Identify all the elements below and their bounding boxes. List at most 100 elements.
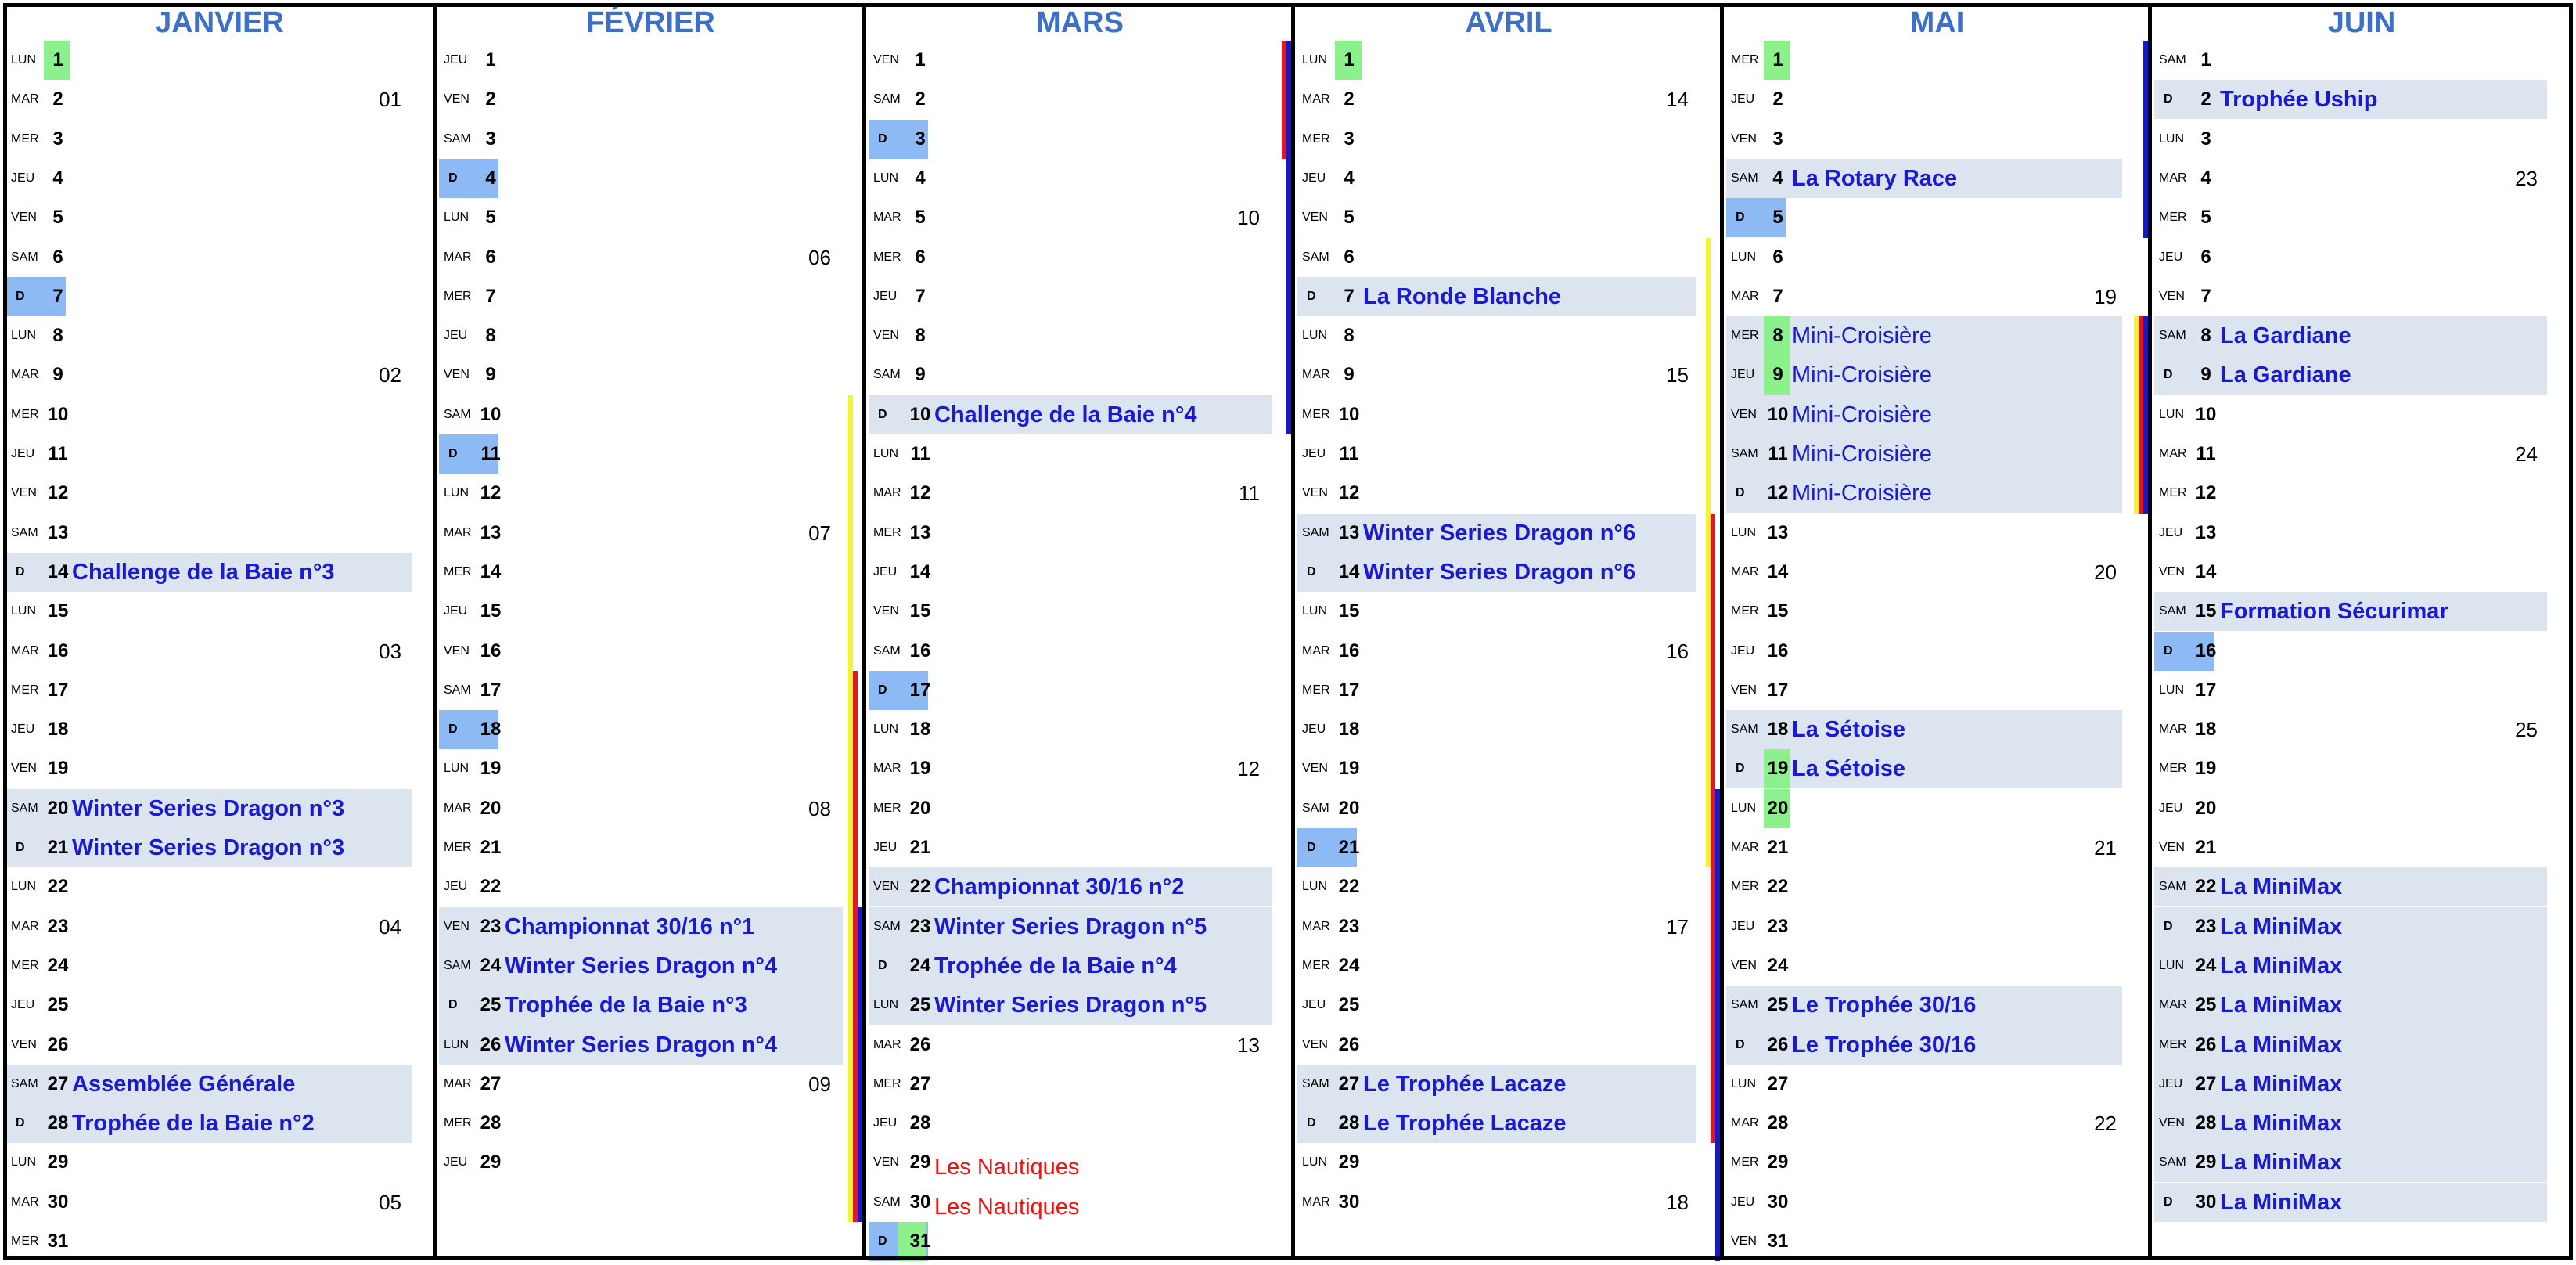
event-label[interactable]: La Ronde Blanche bbox=[1363, 283, 1561, 309]
day-row[interactable]: VEN 31 bbox=[1723, 1222, 2151, 1261]
event-label[interactable]: Winter Series Dragon n°5 bbox=[934, 993, 1207, 1018]
day-row[interactable]: D 2 Trophée Uship bbox=[2151, 80, 2572, 120]
day-row[interactable]: MER 8 Mini-Croisière bbox=[1723, 316, 2151, 356]
event-label[interactable]: Winter Series Dragon n°3 bbox=[72, 835, 345, 860]
day-row[interactable]: LUN 5 bbox=[436, 198, 865, 237]
day-row[interactable]: MAR 7 19 bbox=[1723, 277, 2151, 316]
day-row[interactable]: VEN 26 bbox=[3, 1025, 436, 1065]
day-row[interactable]: VEN 28 La MiniMax bbox=[2151, 1104, 2572, 1144]
day-row[interactable]: VEN 24 bbox=[1723, 946, 2151, 986]
day-row[interactable]: MAR 21 21 bbox=[1723, 828, 2151, 867]
day-row[interactable]: LUN 29 bbox=[1294, 1143, 1723, 1182]
day-row[interactable]: MER 13 bbox=[865, 514, 1294, 553]
day-row[interactable]: VEN 8 bbox=[865, 316, 1294, 355]
day-row[interactable]: D 11 bbox=[436, 434, 865, 474]
event-label[interactable]: Le Trophée Lacaze bbox=[1363, 1111, 1567, 1137]
day-row[interactable]: MER 17 bbox=[3, 671, 436, 710]
day-row[interactable]: SAM 3 bbox=[436, 120, 865, 159]
day-row[interactable]: MAR 28 22 bbox=[1723, 1104, 2151, 1143]
day-row[interactable]: LUN 29 bbox=[3, 1143, 436, 1182]
day-row[interactable]: MER 22 bbox=[1723, 867, 2151, 906]
event-label[interactable]: Mini-Croisière bbox=[1792, 481, 1932, 506]
event-label[interactable]: Trophée de la Baie n°3 bbox=[505, 993, 747, 1018]
day-row[interactable]: MER 21 bbox=[436, 828, 865, 867]
day-row[interactable]: SAM 15 Formation Sécurimar bbox=[2151, 592, 2572, 632]
day-row[interactable]: MAR 2 14 bbox=[1294, 80, 1723, 119]
event-label-alt[interactable]: Les Nautiques bbox=[934, 1155, 1080, 1180]
day-row[interactable]: LUN 13 bbox=[1723, 514, 2151, 553]
day-row[interactable]: MER 27 bbox=[865, 1065, 1294, 1104]
day-row[interactable]: LUN 10 bbox=[2151, 395, 2572, 434]
day-row[interactable]: D 9 La Gardiane bbox=[2151, 355, 2572, 395]
day-row[interactable]: MAR 16 03 bbox=[3, 632, 436, 671]
event-label[interactable]: Mini-Croisière bbox=[1792, 402, 1932, 427]
day-row[interactable]: VEN 1 bbox=[865, 41, 1294, 80]
day-row[interactable]: SAM 8 La Gardiane bbox=[2151, 316, 2572, 356]
event-label[interactable]: La Rotary Race bbox=[1792, 165, 1958, 191]
event-label[interactable]: Winter Series Dragon n°4 bbox=[505, 1032, 778, 1058]
day-row[interactable]: LUN 22 bbox=[1294, 867, 1723, 906]
day-row[interactable]: MER 7 bbox=[436, 277, 865, 316]
event-label[interactable]: La MiniMax bbox=[2220, 914, 2343, 939]
day-row[interactable]: LUN 8 bbox=[3, 316, 436, 355]
day-row[interactable]: MAR 27 09 bbox=[436, 1065, 865, 1104]
day-row[interactable]: JEU 25 bbox=[1294, 986, 1723, 1025]
day-row[interactable]: VEN 7 bbox=[2151, 277, 2572, 316]
day-row[interactable]: SAM 6 bbox=[1294, 238, 1723, 277]
day-row[interactable]: SAM 23 Winter Series Dragon n°5 bbox=[865, 906, 1294, 946]
event-label[interactable]: Championnat 30/16 n°2 bbox=[934, 874, 1185, 900]
event-label[interactable]: Mini-Croisière bbox=[1792, 441, 1932, 467]
day-row[interactable]: D 28 Le Trophée Lacaze bbox=[1294, 1104, 1723, 1144]
day-row[interactable]: MAR 4 23 bbox=[2151, 159, 2572, 198]
event-label[interactable]: Formation Sécurimar bbox=[2220, 599, 2448, 625]
day-row[interactable]: MER 28 bbox=[436, 1104, 865, 1143]
day-row[interactable]: SAM 13 Winter Series Dragon n°6 bbox=[1294, 513, 1723, 553]
event-label[interactable]: Mini-Croisière bbox=[1792, 362, 1932, 388]
day-row[interactable]: D 16 bbox=[2151, 631, 2572, 671]
event-label[interactable]: Trophée de la Baie n°4 bbox=[934, 953, 1177, 978]
day-row[interactable]: JEU 20 bbox=[2151, 789, 2572, 828]
day-row[interactable]: SAM 18 La Sétoise bbox=[1723, 710, 2151, 750]
day-row[interactable]: D 25 Trophée de la Baie n°3 bbox=[436, 986, 865, 1025]
day-row[interactable]: MAR 16 16 bbox=[1294, 632, 1723, 671]
day-row[interactable]: LUN 15 bbox=[1294, 592, 1723, 631]
day-row[interactable]: JEU 11 bbox=[1294, 434, 1723, 474]
day-row[interactable]: MER 5 bbox=[2151, 198, 2572, 237]
day-row[interactable]: LUN 6 bbox=[1723, 238, 2151, 277]
day-row[interactable]: SAM 20 Winter Series Dragon n°3 bbox=[3, 788, 436, 828]
day-row[interactable]: MAR 20 08 bbox=[436, 789, 865, 828]
day-row[interactable]: JEU 11 bbox=[3, 434, 436, 474]
day-row[interactable]: LUN 11 bbox=[865, 434, 1294, 474]
day-row[interactable]: LUN 1 bbox=[1294, 41, 1723, 80]
day-row[interactable]: LUN 12 bbox=[436, 474, 865, 513]
event-label[interactable]: La MiniMax bbox=[2220, 953, 2343, 978]
event-label[interactable]: Challenge de la Baie n°4 bbox=[934, 402, 1197, 427]
day-row[interactable]: SAM 10 bbox=[436, 395, 865, 434]
day-row[interactable]: VEN 2 bbox=[436, 80, 865, 119]
day-row[interactable]: LUN 8 bbox=[1294, 316, 1723, 355]
day-row[interactable]: SAM 22 La MiniMax bbox=[2151, 867, 2572, 907]
day-row[interactable]: D 21 bbox=[1294, 828, 1723, 867]
event-label[interactable]: Trophée de la Baie n°2 bbox=[72, 1111, 315, 1137]
day-row[interactable]: MAR 5 10 bbox=[865, 198, 1294, 237]
day-row[interactable]: MAR 30 18 bbox=[1294, 1183, 1723, 1222]
day-row[interactable]: MER 14 bbox=[436, 553, 865, 592]
day-row[interactable]: JEU 18 bbox=[1294, 710, 1723, 749]
day-row[interactable]: LUN 3 bbox=[2151, 120, 2572, 159]
day-row[interactable]: MAR 14 20 bbox=[1723, 553, 2151, 592]
day-row[interactable]: VEN 12 bbox=[3, 474, 436, 513]
day-row[interactable]: VEN 22 Championnat 30/16 n°2 bbox=[865, 867, 1294, 907]
day-row[interactable]: SAM 25 Le Trophée 30/16 bbox=[1723, 986, 2151, 1025]
day-row[interactable]: LUN 26 Winter Series Dragon n°4 bbox=[436, 1025, 865, 1065]
day-row[interactable]: VEN 5 bbox=[1294, 198, 1723, 237]
day-row[interactable]: MAR 30 05 bbox=[3, 1183, 436, 1222]
day-row[interactable]: D 18 bbox=[436, 710, 865, 750]
day-row[interactable]: JEU 9 Mini-Croisière bbox=[1723, 355, 2151, 395]
day-row[interactable]: JEU 25 bbox=[3, 986, 436, 1025]
day-row[interactable]: MAR 6 06 bbox=[436, 238, 865, 277]
event-label[interactable]: Le Trophée 30/16 bbox=[1792, 1032, 1977, 1058]
day-row[interactable]: JEU 30 bbox=[1723, 1183, 2151, 1222]
day-row[interactable]: JEU 28 bbox=[865, 1104, 1294, 1143]
day-row[interactable]: JEU 13 bbox=[2151, 514, 2572, 553]
